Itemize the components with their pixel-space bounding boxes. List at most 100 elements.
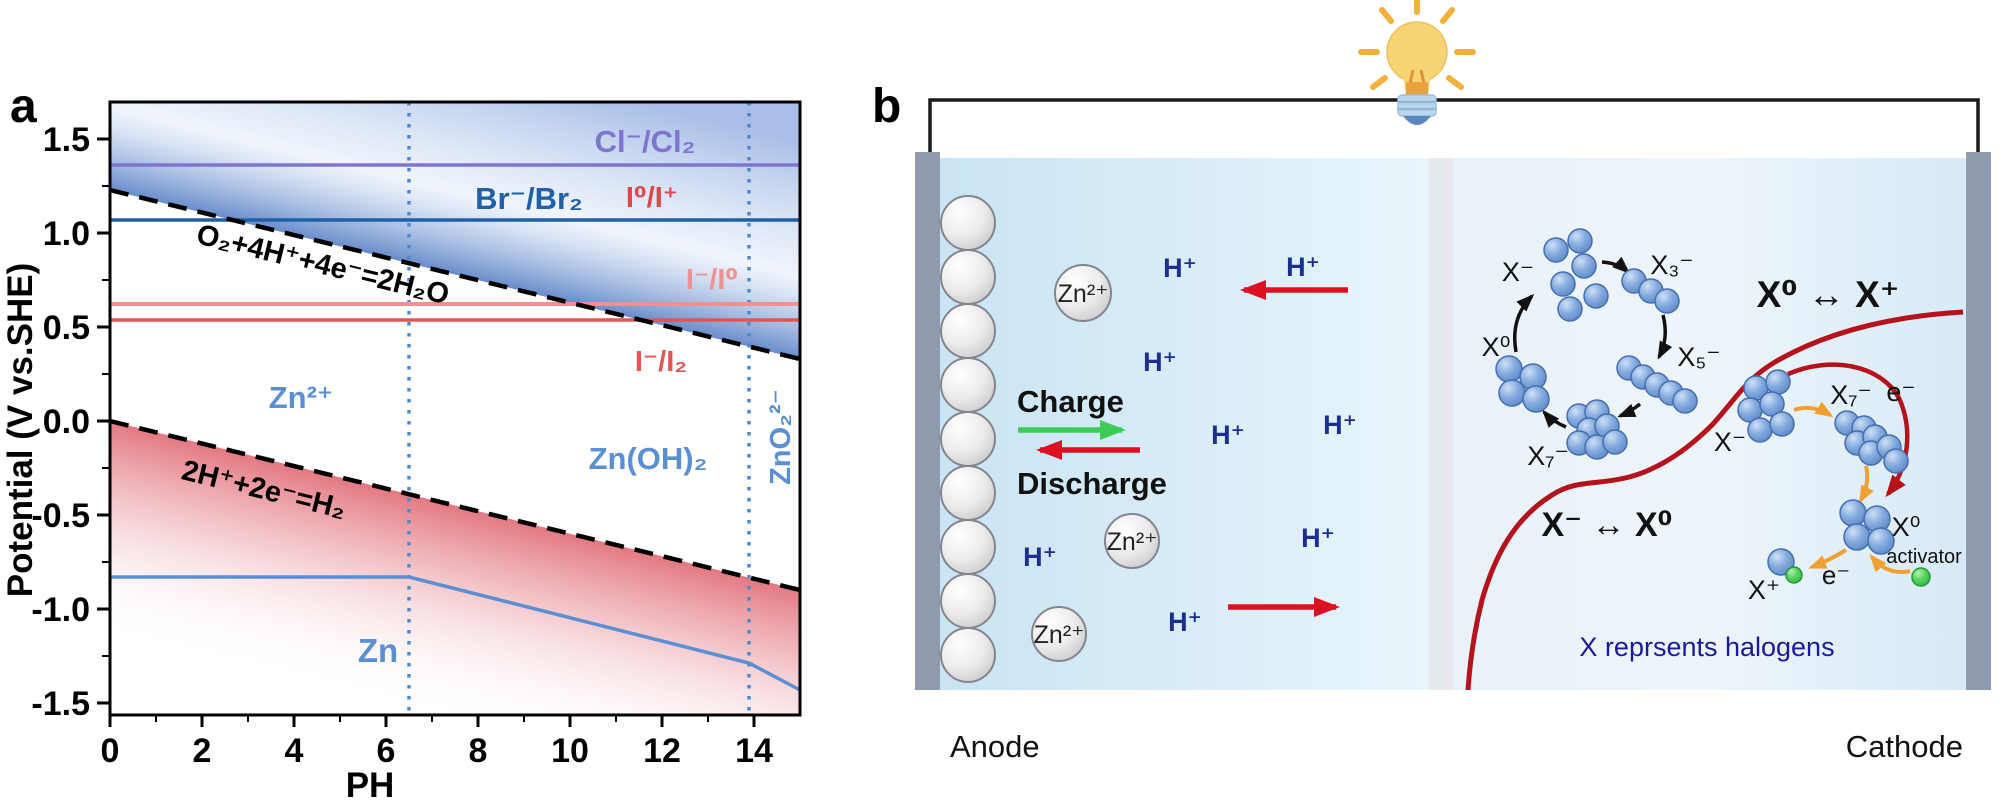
orange-arrow-x7-to-x0 bbox=[1859, 465, 1874, 504]
x7-label: X₇⁻ bbox=[1527, 441, 1569, 471]
y-tick-1.5: 1.5 bbox=[43, 121, 90, 159]
y-tick--1.5: -1.5 bbox=[31, 685, 90, 723]
y-tick-labels: 1.5 1.0 0.5 0.0 -0.5 -1.0 -1.5 bbox=[31, 121, 90, 723]
br-br2-label: Br⁻/Br₂ bbox=[475, 181, 583, 216]
orange-arrow-xminus-to-x7 bbox=[1793, 401, 1834, 418]
y-tick-0.0: 0.0 bbox=[43, 403, 90, 441]
x0-cluster-right bbox=[1839, 499, 1895, 555]
x-tick-0: 0 bbox=[101, 732, 120, 770]
anolyte-cell bbox=[940, 158, 1429, 690]
y-tick-1.0: 1.0 bbox=[43, 215, 90, 253]
zinc-deposit-spheres bbox=[940, 195, 996, 683]
x7-right-label: X₇⁻ bbox=[1830, 380, 1872, 410]
cycle-arrow-xminus-to-x3 bbox=[1601, 256, 1631, 275]
x-plus-sphere bbox=[1767, 548, 1795, 576]
x-tick-6: 6 bbox=[377, 732, 396, 770]
lightbulb-screw-base bbox=[1397, 94, 1437, 117]
lightbulb-glass bbox=[1386, 21, 1448, 83]
cycle-arrow-x7-to-x0 bbox=[1542, 409, 1567, 429]
zn-ion-label: Zn²⁺ bbox=[1058, 280, 1109, 308]
i0-ip-label: I⁰/I⁺ bbox=[626, 182, 678, 214]
h-ion-label: H⁺ bbox=[1301, 523, 1335, 553]
reducing-red-region bbox=[110, 421, 800, 715]
h-ion-label: H⁺ bbox=[1023, 542, 1057, 572]
cathode-electrode bbox=[1966, 152, 1991, 690]
reaction-boundary-curve bbox=[1465, 309, 1964, 691]
discharge-label: Discharge bbox=[1017, 466, 1167, 501]
cycle-arrow-x5-to-x7 bbox=[1617, 402, 1642, 418]
y-tick--1.0: -1.0 bbox=[31, 591, 90, 629]
electron-label-bottom: e⁻ bbox=[1822, 560, 1850, 590]
x3-label: X₃⁻ bbox=[1650, 250, 1693, 280]
cathode-label: Cathode bbox=[1846, 729, 1963, 764]
zn-ion-3: Zn²⁺ bbox=[1031, 606, 1087, 662]
y-major-ticks bbox=[97, 137, 110, 705]
anode-electrode bbox=[915, 152, 940, 690]
x-tick-12: 12 bbox=[643, 732, 681, 770]
x-plus-label: X⁺ bbox=[1748, 575, 1780, 605]
x7-cluster bbox=[1566, 399, 1628, 460]
anode-label: Anode bbox=[950, 729, 1040, 764]
panel-a: a bbox=[1, 80, 802, 805]
zn-ion-label: Zn²⁺ bbox=[1107, 528, 1158, 556]
orange-arrow-activator-to-x0 bbox=[1869, 553, 1911, 574]
activator-label: activator bbox=[1886, 546, 1962, 568]
cl-cl2-label: Cl⁻/Cl₂ bbox=[595, 124, 696, 159]
zn-region-label: Zn bbox=[358, 632, 398, 669]
y-tick-0.5: 0.5 bbox=[43, 309, 90, 347]
xminus-x0-equilibrium-label: X⁻ ↔ X⁰ bbox=[1541, 506, 1672, 544]
im-i0-label: I⁻/I⁰ bbox=[686, 264, 738, 296]
h-ion-label: H⁺ bbox=[1168, 607, 1202, 637]
y-tick--0.5: -0.5 bbox=[31, 497, 90, 535]
y-axis-title: Potential (V vs.SHE) bbox=[1, 263, 40, 598]
x5-label: X₅⁻ bbox=[1677, 342, 1720, 372]
cycle-arrow-x0-to-xminus bbox=[1513, 293, 1535, 353]
activator-sphere bbox=[1911, 567, 1931, 587]
x-tick-14: 14 bbox=[735, 732, 773, 770]
x-tick-labels: 0 2 4 6 8 10 12 14 bbox=[101, 732, 773, 770]
circuit-wire bbox=[928, 98, 1980, 158]
x5-cluster bbox=[1616, 355, 1698, 414]
orange-arrow-x0-to-xplus bbox=[1808, 548, 1848, 569]
zn-ion-2: Zn²⁺ bbox=[1104, 513, 1160, 569]
lightbulb-contact-tip bbox=[1403, 116, 1431, 125]
y-minor-ticks bbox=[102, 185, 110, 657]
x-minus-cluster bbox=[1543, 228, 1609, 322]
im-i2-label: I⁻/I₂ bbox=[635, 346, 687, 378]
lightbulb-rays bbox=[1358, 0, 1476, 90]
h-ion-label: H⁺ bbox=[1163, 253, 1197, 283]
znoh2-region-label: Zn(OH)₂ bbox=[589, 441, 708, 476]
x0-cluster bbox=[1495, 355, 1550, 413]
plot-frame bbox=[108, 100, 802, 717]
h-ion-label: H⁺ bbox=[1143, 347, 1177, 377]
proton-labels: H⁺ H⁺ H⁺ H⁺ H⁺ H⁺ H⁺ H⁺ bbox=[1023, 252, 1357, 637]
zn-ion-sphere bbox=[1054, 264, 1112, 322]
zno2-region-label: ZnO₂²⁻ bbox=[765, 389, 797, 485]
electron-label-top: e⁻ bbox=[1886, 377, 1915, 407]
h-ion-label: H⁺ bbox=[1286, 252, 1320, 282]
panel-b: b bbox=[872, 0, 1991, 764]
h-ion-label: H⁺ bbox=[1211, 420, 1245, 450]
panel-b-tag: b bbox=[872, 80, 901, 133]
x-tick-8: 8 bbox=[469, 732, 488, 770]
x-minus-right-label: X⁻ bbox=[1714, 427, 1746, 457]
zn-ion-label: Zn²⁺ bbox=[1034, 621, 1085, 649]
panel-a-tag: a bbox=[10, 80, 37, 133]
x0-label: X⁰ bbox=[1482, 332, 1511, 362]
x-axis-title: PH bbox=[346, 766, 395, 805]
charge-label: Charge bbox=[1017, 384, 1124, 419]
x0-xplus-equilibrium-label: X⁰ ↔ X⁺ bbox=[1757, 274, 1900, 315]
zn2p-region-label: Zn²⁺ bbox=[269, 380, 334, 415]
x-minus-label: X⁻ bbox=[1502, 257, 1534, 287]
x-minor-ticks bbox=[155, 715, 709, 722]
zn-boundary-line bbox=[110, 575, 801, 692]
x-plus-activator-sphere bbox=[1785, 566, 1803, 584]
cathode-surface-reactions: X⁻ X₇⁻ e⁻ X⁰ activator e⁻ X⁺ bbox=[1714, 369, 1962, 605]
h-ion-label: H⁺ bbox=[1323, 410, 1357, 440]
zn-ion-1: Zn²⁺ bbox=[1054, 264, 1112, 322]
halogen-cycle: X⁻ X₃⁻ X₅⁻ X₇⁻ X bbox=[1482, 228, 1721, 471]
x3-cluster bbox=[1621, 268, 1680, 314]
cycle-arrow-x3-to-x5 bbox=[1657, 314, 1673, 360]
